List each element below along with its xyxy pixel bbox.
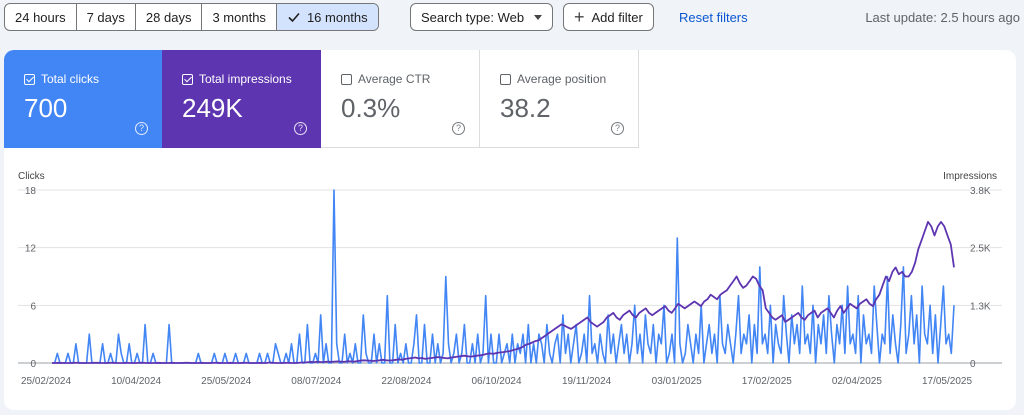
performance-card: Total clicks 700 ? Total impressions 249… <box>4 50 1016 410</box>
last-update-text: Last update: 2.5 hours ago <box>865 10 1020 25</box>
right-tick-label: 0 <box>970 359 976 370</box>
caret-down-icon <box>534 14 543 20</box>
search-type-dropdown[interactable]: Search type: Web <box>410 3 554 31</box>
right-axis-ticks: 3.8K 2.5K 1.3K 0 <box>970 186 991 370</box>
left-axis-title: Clicks <box>18 171 45 182</box>
x-tick-label: 17/05/2025 <box>922 376 972 387</box>
metric-header: Total clicks <box>24 72 162 86</box>
date-range-16-months[interactable]: 16 months <box>276 4 378 30</box>
x-tick-label: 02/04/2025 <box>832 376 882 387</box>
right-tick-label: 2.5K <box>970 244 991 255</box>
x-tick-label: 10/04/2024 <box>111 376 161 387</box>
x-tick-label: 19/11/2024 <box>562 376 612 387</box>
series-line-impressions <box>52 220 955 364</box>
x-tick-label: 08/07/2024 <box>291 376 341 387</box>
toolbar: 24 hours 7 days 28 days 3 months 16 mont… <box>4 3 1020 31</box>
x-tick-label: 25/05/2024 <box>201 376 251 387</box>
chart-series <box>52 189 955 364</box>
left-tick-label: 0 <box>30 359 36 370</box>
checkbox-checked-icon[interactable] <box>182 73 193 85</box>
metric-average-position[interactable]: Average position 38.2 ? <box>480 50 639 148</box>
date-range-selector: 24 hours 7 days 28 days 3 months 16 mont… <box>4 3 379 31</box>
x-tick-label: 06/10/2024 <box>471 376 521 387</box>
add-filter-button[interactable]: + Add filter <box>563 3 654 31</box>
date-range-16-months-label: 16 months <box>306 9 368 25</box>
x-tick-label: 22/08/2024 <box>381 376 431 387</box>
date-range-28-days[interactable]: 28 days <box>136 4 203 30</box>
x-tick-label: 03/01/2025 <box>652 376 702 387</box>
right-tick-label: 3.8K <box>970 186 991 197</box>
metric-label: Total impressions <box>199 72 292 86</box>
metric-value: 0.3% <box>341 93 401 123</box>
help-icon[interactable]: ? <box>452 122 465 135</box>
metric-total-clicks[interactable]: Total clicks 700 ? <box>4 50 162 148</box>
x-tick-label: 17/02/2025 <box>742 376 792 387</box>
left-tick-label: 12 <box>25 244 37 255</box>
help-icon[interactable]: ? <box>135 122 148 135</box>
right-axis-title: Impressions <box>943 171 997 182</box>
metric-header: Average CTR <box>341 72 479 86</box>
chart-gridlines <box>18 189 1002 364</box>
help-icon[interactable]: ? <box>611 122 624 135</box>
series-line-clicks <box>52 189 955 364</box>
x-axis-ticks: 25/02/2024 10/04/2024 25/05/2024 08/07/2024… <box>21 376 972 387</box>
metric-label: Average position <box>517 72 607 86</box>
x-tick-label: 25/02/2024 <box>21 376 71 387</box>
metric-label: Total clicks <box>41 72 100 86</box>
checkbox-unchecked-icon[interactable] <box>341 73 352 85</box>
metric-value: 700 <box>24 93 68 123</box>
left-tick-label: 18 <box>25 186 37 197</box>
plus-icon: + <box>574 7 585 27</box>
search-type-label: Search type: Web <box>421 9 525 25</box>
date-range-3-months[interactable]: 3 months <box>202 4 277 30</box>
metric-label: Average CTR <box>358 72 431 86</box>
left-axis-ticks: 18 12 6 0 <box>25 186 37 370</box>
metric-average-ctr[interactable]: Average CTR 0.3% ? <box>321 50 480 148</box>
metric-total-impressions[interactable]: Total impressions 249K ? <box>162 50 321 148</box>
checkbox-unchecked-icon[interactable] <box>500 73 511 85</box>
reset-filters-link[interactable]: Reset filters <box>679 10 748 25</box>
left-tick-label: 6 <box>30 301 36 312</box>
metric-header: Average position <box>500 72 638 86</box>
date-range-7-days[interactable]: 7 days <box>77 4 136 30</box>
metric-value: 38.2 <box>500 93 551 123</box>
metric-header: Total impressions <box>182 72 321 86</box>
check-icon <box>288 12 300 23</box>
metric-value: 249K <box>182 93 243 123</box>
date-range-24-hours[interactable]: 24 hours <box>5 4 77 30</box>
right-tick-label: 1.3K <box>970 301 991 312</box>
add-filter-label: Add filter <box>591 9 643 25</box>
help-icon[interactable]: ? <box>294 122 307 135</box>
checkbox-checked-icon[interactable] <box>24 73 35 85</box>
